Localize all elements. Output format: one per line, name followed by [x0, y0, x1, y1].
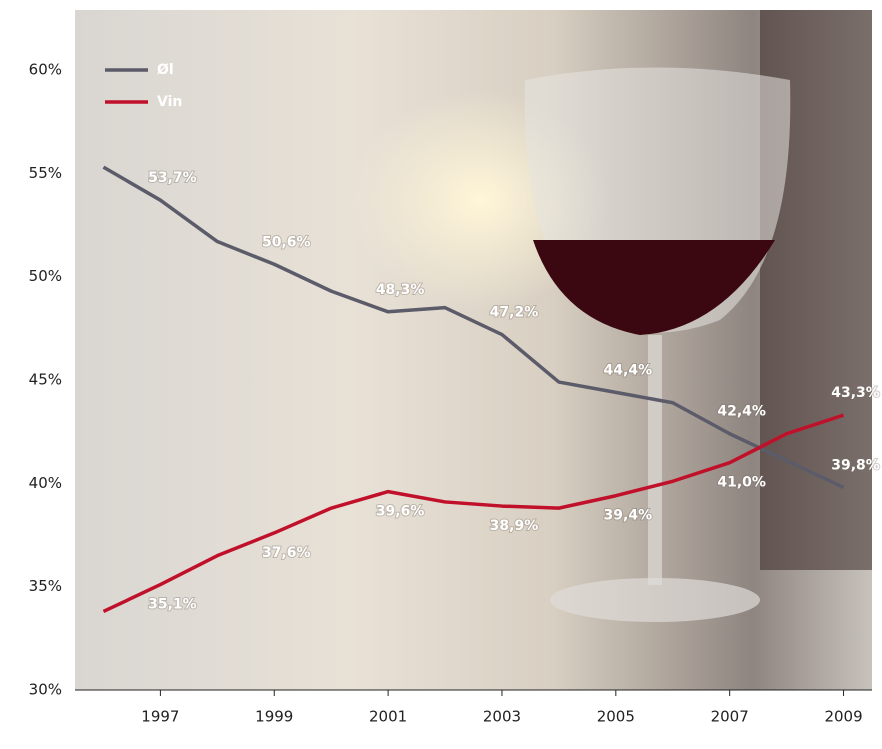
- y-tick-label: 30%: [29, 681, 62, 699]
- y-tick-label: 60%: [29, 61, 62, 79]
- y-tick-label: 55%: [29, 164, 62, 182]
- data-label: 43,3%: [831, 385, 880, 401]
- y-tick-label: 45%: [29, 371, 62, 389]
- x-tick-label: 2007: [711, 708, 749, 726]
- data-label: 47,2%: [490, 305, 539, 321]
- data-label: 53,7%: [148, 170, 197, 186]
- x-tick-label: 2009: [824, 708, 862, 726]
- y-tick-label: 50%: [29, 267, 62, 285]
- data-label: 38,9%: [490, 518, 539, 534]
- data-label: 35,1%: [148, 597, 197, 613]
- x-tick-label: 1997: [141, 708, 179, 726]
- x-tick-label: 1999: [255, 708, 293, 726]
- data-label: 39,8%: [831, 457, 880, 473]
- legend-label: Øl: [157, 62, 174, 78]
- data-label: 50,6%: [262, 234, 311, 250]
- data-label: 44,4%: [604, 362, 653, 378]
- series-line: [102, 165, 845, 490]
- data-label: 48,3%: [376, 282, 425, 298]
- data-label: 42,4%: [717, 404, 766, 420]
- data-label: 39,4%: [604, 508, 653, 524]
- series-line: [102, 413, 845, 614]
- x-tick-label: 2001: [369, 708, 407, 726]
- data-label: 37,6%: [262, 545, 311, 561]
- data-label: 39,6%: [376, 504, 425, 520]
- x-tick-label: 2003: [483, 708, 521, 726]
- background-photo: [75, 10, 872, 690]
- y-tick-label: 40%: [29, 474, 62, 492]
- data-label: 41,0%: [717, 475, 766, 491]
- legend-label: Vin: [157, 94, 182, 110]
- y-tick-label: 35%: [29, 577, 62, 595]
- x-tick-label: 2005: [597, 708, 635, 726]
